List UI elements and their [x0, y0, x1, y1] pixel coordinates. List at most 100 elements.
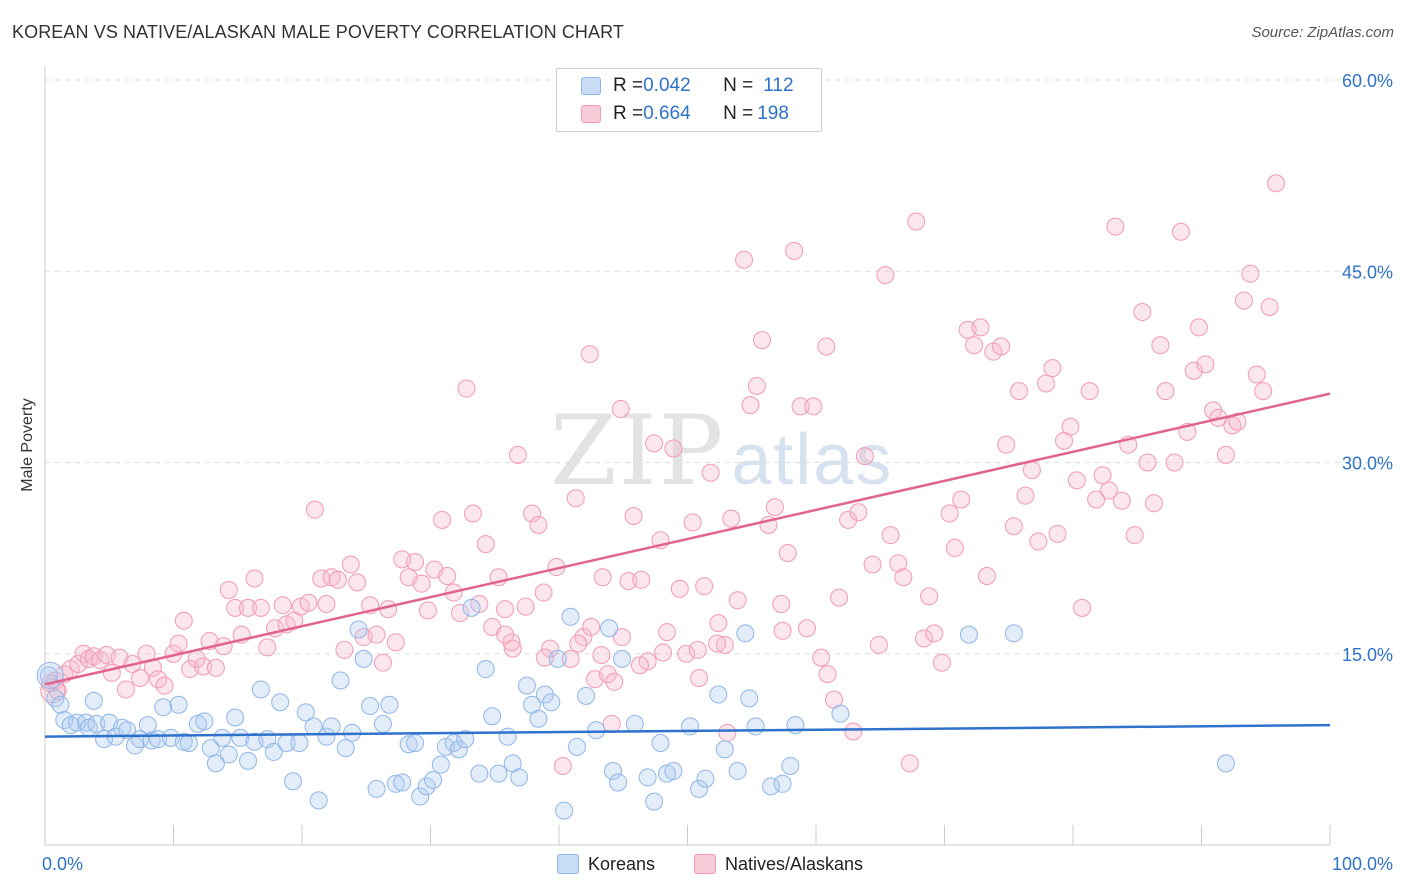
- legend-r-label: R =: [613, 75, 644, 96]
- native-point: [971, 318, 990, 337]
- korean-point: [393, 773, 412, 792]
- korean-point: [206, 754, 225, 773]
- native-point: [1254, 382, 1273, 401]
- native-point: [226, 598, 245, 617]
- native-point: [664, 439, 683, 458]
- native-point: [1133, 303, 1152, 322]
- y-tick-label: 60.0%: [1342, 71, 1393, 91]
- native-point: [1072, 598, 1091, 617]
- native-point: [1099, 481, 1118, 500]
- korean-point: [290, 734, 309, 752]
- native-point: [131, 668, 150, 687]
- korean-point: [625, 714, 644, 733]
- native-point: [977, 566, 996, 585]
- native-point: [773, 621, 792, 640]
- native-point: [1151, 336, 1170, 355]
- native-point: [632, 570, 651, 589]
- korean-point: [226, 708, 245, 727]
- korean-point: [424, 770, 443, 789]
- native-point: [1087, 490, 1106, 509]
- native-point: [535, 648, 554, 667]
- native-point: [529, 515, 548, 534]
- tick-labels: 15.0% 30.0% 45.0% 60.0% 0.0% 100.0%: [42, 71, 1393, 874]
- native-point: [690, 668, 709, 687]
- korean-point: [373, 714, 392, 733]
- bottom-legend-swatch-koreans: [557, 854, 579, 874]
- korean-point: [411, 787, 430, 806]
- korean-point: [399, 735, 418, 754]
- korean-point: [380, 695, 399, 714]
- native-point: [920, 587, 939, 606]
- korean-point: [36, 661, 64, 689]
- native-point: [952, 490, 971, 509]
- native-point: [785, 241, 804, 260]
- native-point: [1067, 471, 1086, 490]
- native-point: [817, 337, 836, 356]
- native-point: [940, 504, 959, 523]
- native-point: [516, 597, 535, 616]
- native-point: [1196, 355, 1215, 374]
- native-point: [747, 377, 766, 395]
- korean-point: [510, 768, 529, 787]
- korean-point: [651, 734, 670, 752]
- korean-point: [449, 740, 468, 759]
- native-point: [508, 445, 527, 464]
- korean-point: [548, 649, 567, 668]
- native-point: [1171, 222, 1190, 241]
- native-point: [348, 573, 367, 592]
- korean-point: [831, 704, 850, 723]
- native-point: [418, 601, 437, 620]
- native-point: [1037, 374, 1056, 393]
- korean-point: [264, 742, 283, 761]
- korean-point: [483, 707, 502, 726]
- native-point: [367, 625, 386, 644]
- korean-point: [462, 598, 481, 617]
- korean-point: [169, 695, 188, 714]
- native-point: [206, 658, 225, 677]
- korean-point: [84, 691, 103, 710]
- korean-point: [118, 721, 137, 740]
- native-point: [772, 595, 791, 614]
- bottom-legend-swatch-natives: [694, 854, 716, 874]
- native-point: [569, 634, 588, 653]
- korean-point: [561, 607, 580, 626]
- native-point: [932, 653, 951, 672]
- native-point: [305, 500, 324, 519]
- native-point: [839, 510, 858, 529]
- native-point: [741, 396, 760, 415]
- native-point: [79, 649, 98, 668]
- native-point: [1144, 494, 1163, 513]
- korean-point: [386, 774, 405, 793]
- native-point: [753, 331, 772, 350]
- native-point: [541, 639, 560, 658]
- native-point: [580, 345, 599, 364]
- native-point: [907, 212, 926, 231]
- korean-point: [489, 764, 508, 783]
- korean-point: [603, 762, 622, 781]
- native-point: [677, 644, 696, 663]
- legend-row-natives: R = 0.664 N = 198: [581, 101, 789, 127]
- native-point: [1125, 526, 1144, 545]
- native-point: [598, 665, 617, 684]
- native-point: [997, 435, 1016, 454]
- legend-row-koreans: R = 0.042 N = 112: [581, 73, 794, 99]
- natives-trend-line: [44, 392, 1331, 686]
- natives-points: [40, 174, 1286, 775]
- korean-point: [612, 649, 631, 668]
- native-point: [900, 754, 919, 773]
- native-point: [894, 568, 913, 587]
- native-point: [708, 634, 727, 653]
- korean-point: [213, 728, 232, 747]
- korean-point: [138, 716, 157, 735]
- korean-point: [367, 779, 386, 798]
- y-axis-label: Male Poverty: [19, 398, 36, 492]
- native-point: [1048, 524, 1067, 543]
- x-tick-label: 100.0%: [1332, 854, 1393, 874]
- korean-point: [431, 755, 450, 774]
- native-point: [1234, 291, 1253, 310]
- native-point: [502, 633, 521, 652]
- y-tick-label: 30.0%: [1342, 454, 1393, 474]
- native-point: [1228, 412, 1247, 431]
- native-point: [791, 397, 810, 416]
